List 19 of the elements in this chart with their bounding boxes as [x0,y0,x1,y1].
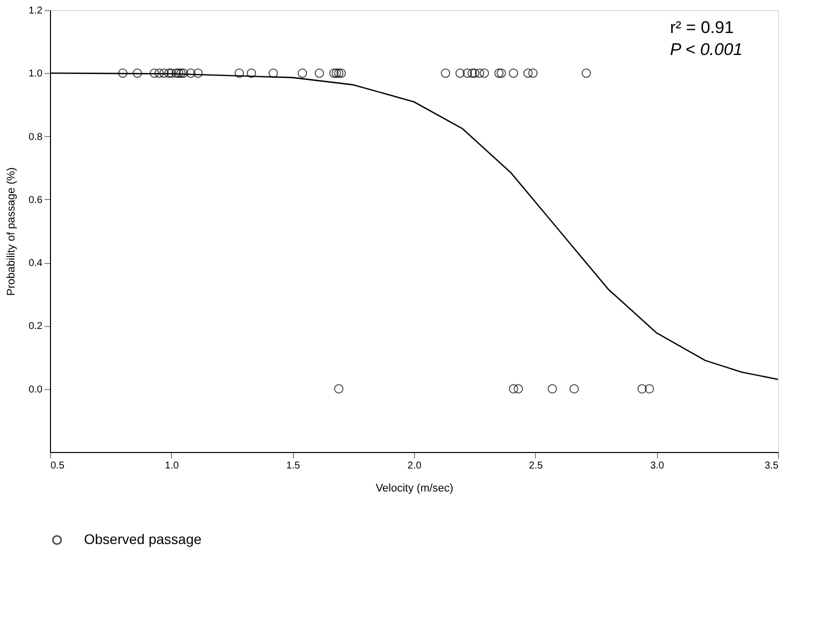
y-tick-label: 0.6 [28,194,43,206]
x-tick-label: 1.0 [164,460,180,472]
x-tick-label: 3.5 [764,460,779,472]
y-tick-label: 1.2 [28,6,43,16]
y-tick-label: 0.8 [28,132,43,143]
legend-label: Observed passage [84,531,202,547]
x-tick-label: 1.5 [286,460,301,472]
y-tick-label: 0.0 [28,384,43,396]
y-tick-label: 0.4 [28,258,43,270]
x-axis-title: Velocity (m/sec) [376,482,454,494]
x-tick-label: 2.0 [408,460,422,472]
y-tick-label: 1.0 [28,68,43,80]
x-tick-label: 3.0 [650,460,665,472]
annotation: P < 0.001 [670,40,743,59]
y-axis-title: Probability of passage (%) [6,167,18,296]
annotation: r² = 0.91 [670,18,734,37]
y-tick-label: 0.2 [28,321,43,332]
x-tick-label: 2.5 [528,460,544,472]
x-tick-label: 0.5 [50,460,65,472]
